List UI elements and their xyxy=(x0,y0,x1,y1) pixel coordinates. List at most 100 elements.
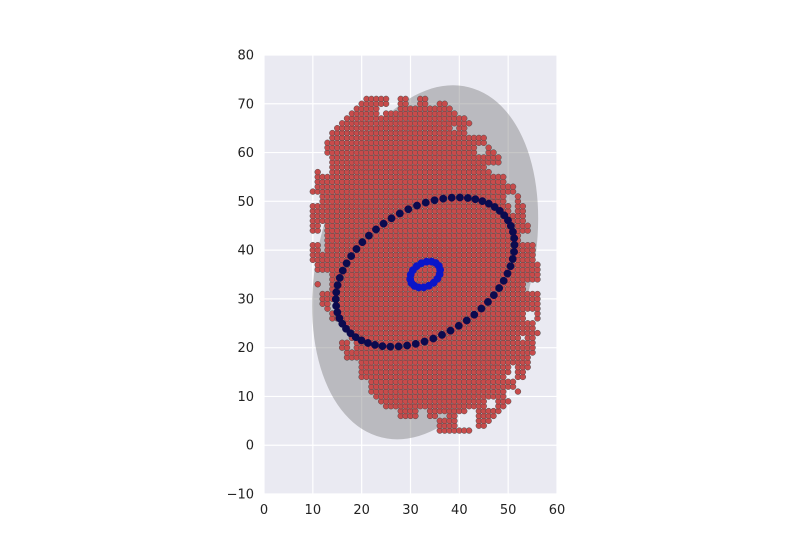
data-point xyxy=(510,247,518,256)
x-tick-label: 60 xyxy=(549,503,566,518)
data-point xyxy=(346,329,355,338)
data-point xyxy=(490,203,499,211)
data-point xyxy=(470,310,479,319)
data-point xyxy=(451,110,458,117)
data-point xyxy=(352,245,361,253)
data-point xyxy=(529,242,536,249)
x-tick-label: 50 xyxy=(500,503,517,518)
data-point xyxy=(379,219,388,228)
y-axis-ticks: −10 0 10 20 30 40 50 60 70 80 xyxy=(227,49,254,503)
data-point xyxy=(465,427,473,434)
data-point xyxy=(372,225,380,234)
y-tick-label: 50 xyxy=(237,195,254,210)
y-tick-label: 10 xyxy=(237,390,254,405)
y-tick-label: 20 xyxy=(237,341,254,356)
x-axis-ticks: 0 10 20 30 40 50 60 xyxy=(260,503,565,518)
data-point xyxy=(478,197,487,206)
data-point xyxy=(509,378,517,385)
data-point xyxy=(465,120,473,127)
data-point xyxy=(386,342,395,351)
data-point xyxy=(534,261,541,268)
x-tick-label: 10 xyxy=(305,503,322,518)
data-point xyxy=(485,168,492,176)
data-point xyxy=(343,339,351,346)
data-point xyxy=(365,231,373,240)
data-point xyxy=(485,144,492,151)
data-point xyxy=(314,168,321,176)
data-point xyxy=(489,291,498,300)
data-point xyxy=(510,240,519,249)
data-point xyxy=(364,339,372,347)
y-tick-label: 80 xyxy=(237,49,254,64)
data-point xyxy=(461,115,468,122)
data-point xyxy=(358,238,367,247)
data-point xyxy=(429,334,438,343)
data-point xyxy=(371,341,379,349)
y-tick-label: 40 xyxy=(237,244,254,259)
x-tick-label: 30 xyxy=(402,503,419,518)
data-point xyxy=(446,105,453,112)
data-point xyxy=(332,288,341,297)
data-point xyxy=(342,259,351,268)
data-point xyxy=(439,194,448,203)
data-point xyxy=(382,95,390,103)
data-point xyxy=(504,398,512,405)
data-point xyxy=(514,193,522,200)
data-point xyxy=(477,304,486,313)
data-point xyxy=(495,154,502,161)
data-point xyxy=(347,252,356,260)
data-point xyxy=(480,134,487,142)
data-point xyxy=(394,342,403,351)
data-point xyxy=(314,242,321,249)
data-point xyxy=(506,221,515,230)
data-point xyxy=(438,330,446,339)
data-point xyxy=(524,222,531,229)
y-tick-label: 60 xyxy=(237,146,254,161)
x-tick-label: 20 xyxy=(353,503,370,518)
data-point xyxy=(495,284,504,292)
data-point xyxy=(387,214,396,223)
data-point xyxy=(411,339,420,348)
data-point xyxy=(421,198,430,207)
data-point xyxy=(456,193,464,202)
data-point xyxy=(430,196,439,205)
data-point xyxy=(534,290,541,298)
data-point xyxy=(421,95,429,103)
data-point xyxy=(490,149,497,156)
data-point xyxy=(314,281,321,288)
data-point xyxy=(335,273,344,282)
data-point xyxy=(495,206,504,215)
data-point xyxy=(395,209,404,218)
data-point xyxy=(403,341,412,350)
scatter-points xyxy=(309,95,541,434)
x-tick-label: 0 xyxy=(260,503,268,518)
data-point xyxy=(447,193,456,202)
y-tick-label: 30 xyxy=(237,292,254,307)
data-point xyxy=(441,100,448,107)
data-point xyxy=(504,203,512,210)
data-point xyxy=(420,337,429,346)
data-point xyxy=(529,320,536,327)
data-point xyxy=(471,195,480,204)
data-point xyxy=(534,329,541,337)
data-point xyxy=(514,388,522,395)
data-point xyxy=(402,95,409,103)
data-point xyxy=(331,295,340,304)
x-tick-label: 40 xyxy=(451,503,468,518)
y-tick-label: 70 xyxy=(237,97,254,112)
data-point xyxy=(506,262,515,271)
data-point xyxy=(519,203,526,210)
data-point xyxy=(509,183,517,190)
data-point xyxy=(404,205,413,214)
data-point xyxy=(338,266,347,275)
data-point xyxy=(484,298,492,306)
data-point xyxy=(378,342,387,351)
data-point xyxy=(462,316,471,325)
y-tick-label: 0 xyxy=(246,439,254,454)
data-point xyxy=(499,276,508,285)
data-point xyxy=(333,281,342,290)
data-point xyxy=(446,326,455,335)
data-point xyxy=(508,255,517,263)
data-point xyxy=(500,173,507,181)
